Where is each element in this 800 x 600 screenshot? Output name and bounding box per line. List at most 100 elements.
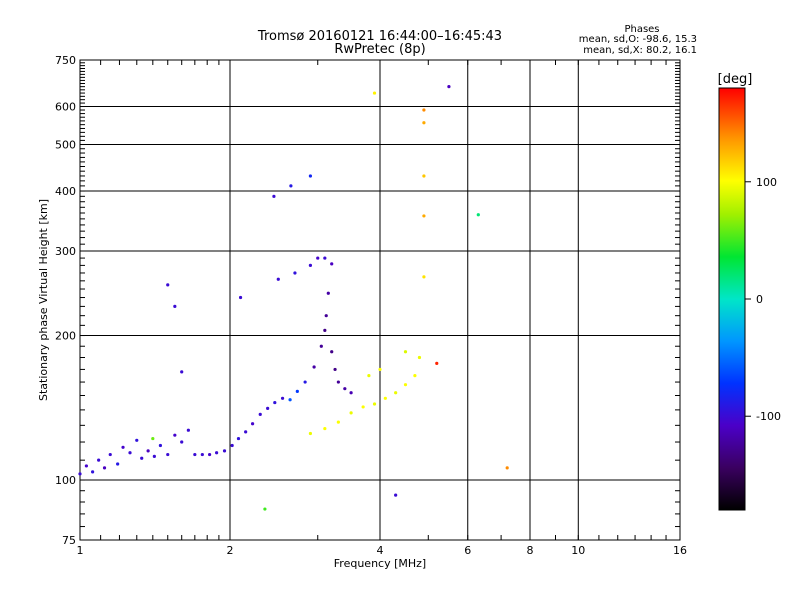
data-point <box>316 256 320 260</box>
data-point <box>258 412 262 417</box>
data-point <box>230 443 234 448</box>
data-point <box>293 271 297 275</box>
data-point <box>200 452 204 457</box>
y-tick-label: 200 <box>55 330 76 343</box>
data-point <box>476 213 480 217</box>
data-point <box>372 91 377 95</box>
data-point <box>323 328 327 332</box>
y-tick-label: 400 <box>55 185 76 198</box>
x-tick-label: 4 <box>377 544 384 557</box>
stats-line-x: mean, sd,X: 80.2, 16.1 <box>583 45 697 56</box>
data-point <box>383 396 387 400</box>
data-point <box>266 406 270 411</box>
data-point <box>330 262 334 266</box>
minor-ticks <box>80 60 680 540</box>
colorbar-tick-label: -100 <box>756 410 781 423</box>
data-point <box>343 387 347 391</box>
data-point <box>180 370 184 374</box>
data-point <box>308 174 313 178</box>
x-tick-label: 2 <box>227 544 234 557</box>
data-point <box>403 383 408 387</box>
data-point <box>323 426 327 431</box>
y-axis-label: Stationary phase Virtual Height [km] <box>37 199 50 401</box>
data-point <box>422 174 426 178</box>
data-point <box>336 420 340 424</box>
colorbar-tick-label: 100 <box>756 176 777 189</box>
y-tick-label: 300 <box>55 245 76 258</box>
data-point <box>238 295 243 300</box>
data-point <box>236 436 241 441</box>
data-point <box>422 108 426 112</box>
colorbar-ticks: 100 0 -100 <box>745 176 781 423</box>
data-point <box>288 398 292 402</box>
data-point <box>116 462 120 466</box>
data-point <box>319 344 323 348</box>
data-point <box>447 85 451 89</box>
data-point <box>158 443 163 448</box>
data-point <box>166 452 170 457</box>
data-point <box>121 445 125 449</box>
data-point <box>394 391 398 395</box>
data-point <box>207 452 212 457</box>
data-point <box>403 350 408 354</box>
data-point <box>308 431 313 436</box>
data-point <box>372 402 377 406</box>
data-point <box>186 428 190 432</box>
data-point <box>308 263 313 267</box>
data-point <box>422 121 426 125</box>
y-tick-labels: 75 100 200 300 400 500 600 750 <box>55 54 76 547</box>
data-point <box>349 391 353 395</box>
data-point <box>378 367 382 372</box>
data-point <box>324 314 328 318</box>
chart-title: Tromsø 20160121 16:44:00–16:45:43 <box>257 29 502 44</box>
data-point <box>273 400 277 405</box>
data-point <box>326 291 330 295</box>
data-point <box>323 256 327 260</box>
y-tick-label: 500 <box>55 139 76 152</box>
data-point <box>361 405 365 409</box>
x-tick-labels: 1 2 4 6 8 10 16 <box>77 544 688 557</box>
data-point <box>166 283 170 287</box>
data-point <box>505 466 509 470</box>
colorbar <box>718 87 746 511</box>
x-axis-label: Frequency [MHz] <box>334 557 426 570</box>
y-tick-label: 750 <box>55 54 76 67</box>
data-point <box>97 458 101 462</box>
data-point <box>435 361 439 365</box>
chart-subtitle: RwPretec (8p) <box>334 42 425 57</box>
colorbar-label: [deg] <box>718 72 753 87</box>
data-point <box>108 452 112 457</box>
data-point <box>215 451 219 455</box>
data-point <box>295 389 299 393</box>
y-tick-label: 75 <box>62 534 76 547</box>
data-point <box>367 374 371 378</box>
data-point <box>276 277 280 281</box>
data-point <box>91 470 95 474</box>
data-point <box>289 184 293 188</box>
colorbar-tick-label: 0 <box>756 293 763 306</box>
data-point <box>413 374 417 378</box>
y-tick-label: 100 <box>55 474 76 487</box>
x-tick-label: 6 <box>464 544 471 557</box>
data-point <box>140 456 144 460</box>
data-point <box>394 493 398 497</box>
data-point <box>152 454 156 459</box>
data-point <box>312 365 316 369</box>
data-point <box>244 430 248 434</box>
data-point <box>349 411 353 415</box>
data-point <box>135 438 139 442</box>
data-point <box>272 194 276 198</box>
x-tick-label: 10 <box>571 544 585 557</box>
data-point <box>417 355 422 360</box>
data-point <box>193 452 197 457</box>
x-tick-label: 1 <box>77 544 84 557</box>
data-point <box>250 422 255 426</box>
data-point <box>102 466 107 470</box>
data-point <box>422 214 426 218</box>
data-point <box>263 507 267 511</box>
data-point <box>422 275 426 279</box>
data-point <box>84 464 88 468</box>
data-point <box>128 451 132 455</box>
data-point <box>222 449 227 453</box>
